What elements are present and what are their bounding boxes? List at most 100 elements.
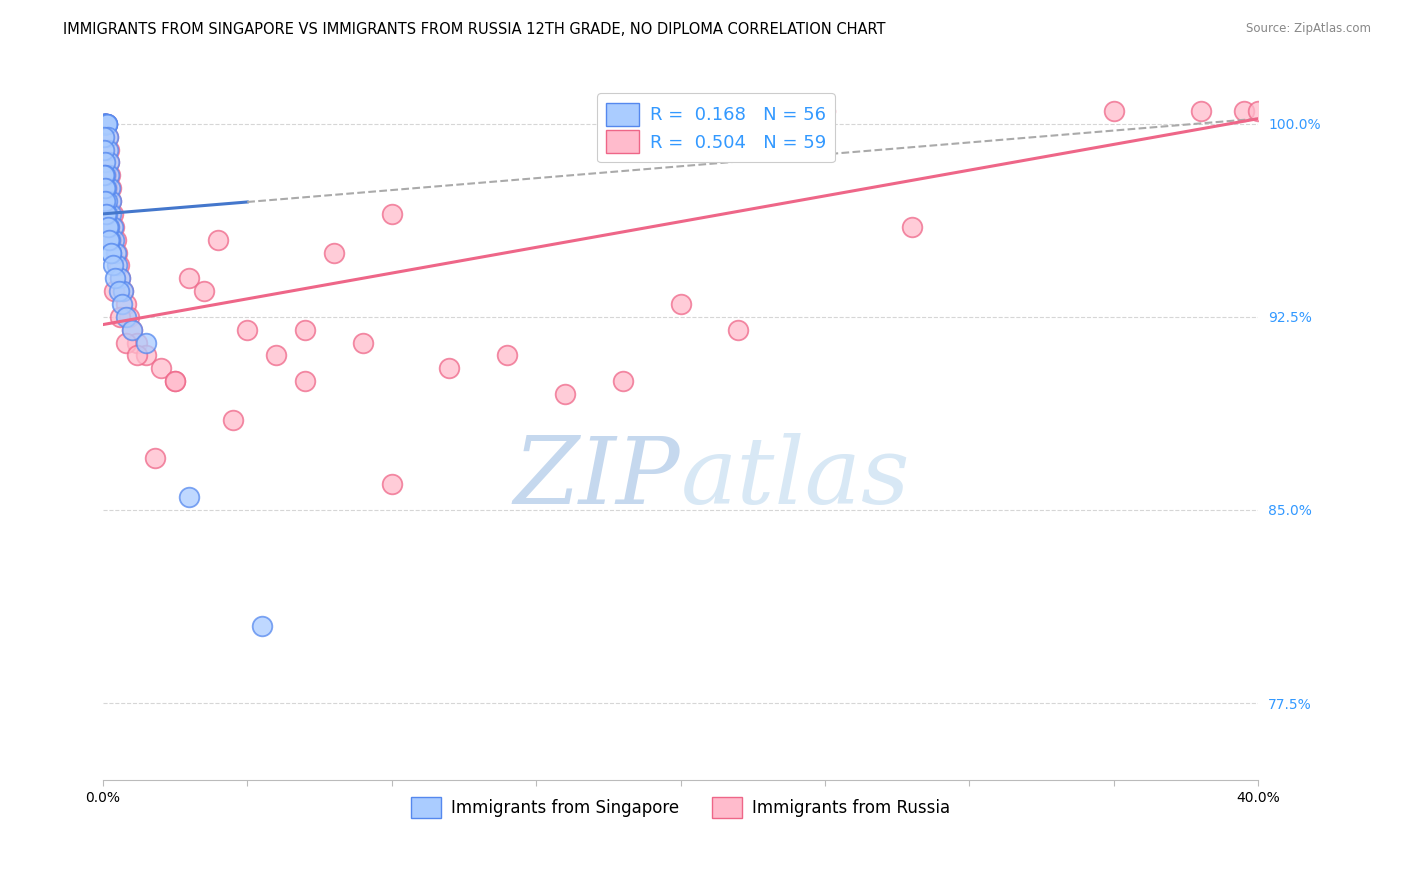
Point (105, 245, 128, 260)
Point (94, 155, 117, 169)
Point (207, 233, 229, 247)
Point (94, 117, 117, 131)
Point (100, 194, 122, 208)
Point (727, 323, 749, 337)
Text: IMMIGRANTS FROM SINGAPORE VS IMMIGRANTS FROM RUSSIA 12TH GRADE, NO DIPLOMA CORRE: IMMIGRANTS FROM SINGAPORE VS IMMIGRANTS … (63, 22, 886, 37)
Point (121, 323, 143, 337)
Point (104, 245, 127, 260)
Point (96, 207, 118, 221)
Point (163, 374, 186, 388)
Point (101, 207, 124, 221)
Point (100, 194, 122, 208)
Point (100, 245, 122, 260)
Point (127, 335, 149, 350)
Point (93, 117, 115, 131)
Point (115, 297, 138, 311)
Point (96, 117, 118, 131)
Point (111, 284, 134, 298)
Point (98, 233, 121, 247)
Point (1247, 103, 1270, 118)
Point (98, 155, 121, 169)
Point (94, 117, 117, 131)
Point (93, 117, 115, 131)
Point (814, 103, 837, 118)
Point (93, 117, 115, 131)
Point (669, 297, 692, 311)
Point (100, 181, 122, 195)
Point (96, 117, 118, 131)
Point (149, 361, 172, 376)
Point (94, 117, 117, 131)
Point (381, 477, 404, 491)
Point (98, 181, 121, 195)
Point (101, 219, 124, 234)
Point (104, 271, 127, 285)
Text: atlas: atlas (681, 434, 910, 523)
Point (322, 245, 344, 260)
Point (97, 219, 120, 234)
Point (96, 117, 118, 131)
Point (193, 284, 215, 298)
Point (115, 310, 138, 324)
Point (1102, 103, 1125, 118)
Point (93, 181, 115, 195)
Point (107, 259, 129, 273)
Point (97, 219, 120, 234)
Point (93, 168, 115, 182)
Point (94, 194, 117, 208)
Point (121, 323, 143, 337)
Point (96, 194, 118, 208)
Point (97, 129, 120, 144)
Point (222, 413, 245, 427)
Point (107, 284, 129, 298)
Point (135, 335, 157, 350)
Point (179, 490, 201, 504)
Point (104, 233, 127, 247)
Point (94, 117, 117, 131)
Point (1189, 103, 1212, 118)
Point (352, 335, 374, 350)
Point (93, 117, 115, 131)
Point (94, 168, 117, 182)
Point (100, 245, 122, 260)
Point (110, 297, 132, 311)
Point (93, 117, 115, 131)
Point (96, 181, 118, 195)
Point (94, 168, 117, 182)
Point (94, 117, 117, 131)
Point (101, 259, 124, 273)
Point (179, 271, 201, 285)
Point (98, 168, 121, 182)
Point (163, 374, 186, 388)
Point (94, 117, 117, 131)
Point (93, 129, 115, 144)
Point (108, 271, 131, 285)
Point (111, 284, 134, 298)
Point (236, 323, 259, 337)
Point (94, 117, 117, 131)
Point (105, 259, 128, 273)
Point (97, 129, 120, 144)
Point (127, 349, 149, 363)
Point (94, 117, 117, 131)
Point (97, 155, 120, 169)
Point (381, 207, 404, 221)
Point (96, 207, 118, 221)
Point (900, 219, 922, 234)
Point (98, 233, 121, 247)
Point (100, 233, 122, 247)
Point (94, 181, 117, 195)
Point (97, 219, 120, 234)
Point (554, 387, 576, 401)
Point (135, 349, 157, 363)
Point (439, 361, 461, 376)
Point (103, 219, 125, 234)
Point (115, 335, 138, 350)
Point (93, 117, 115, 131)
Point (118, 310, 141, 324)
Point (496, 349, 519, 363)
Point (108, 271, 131, 285)
Point (96, 117, 118, 131)
Point (250, 619, 273, 633)
Point (97, 143, 120, 157)
